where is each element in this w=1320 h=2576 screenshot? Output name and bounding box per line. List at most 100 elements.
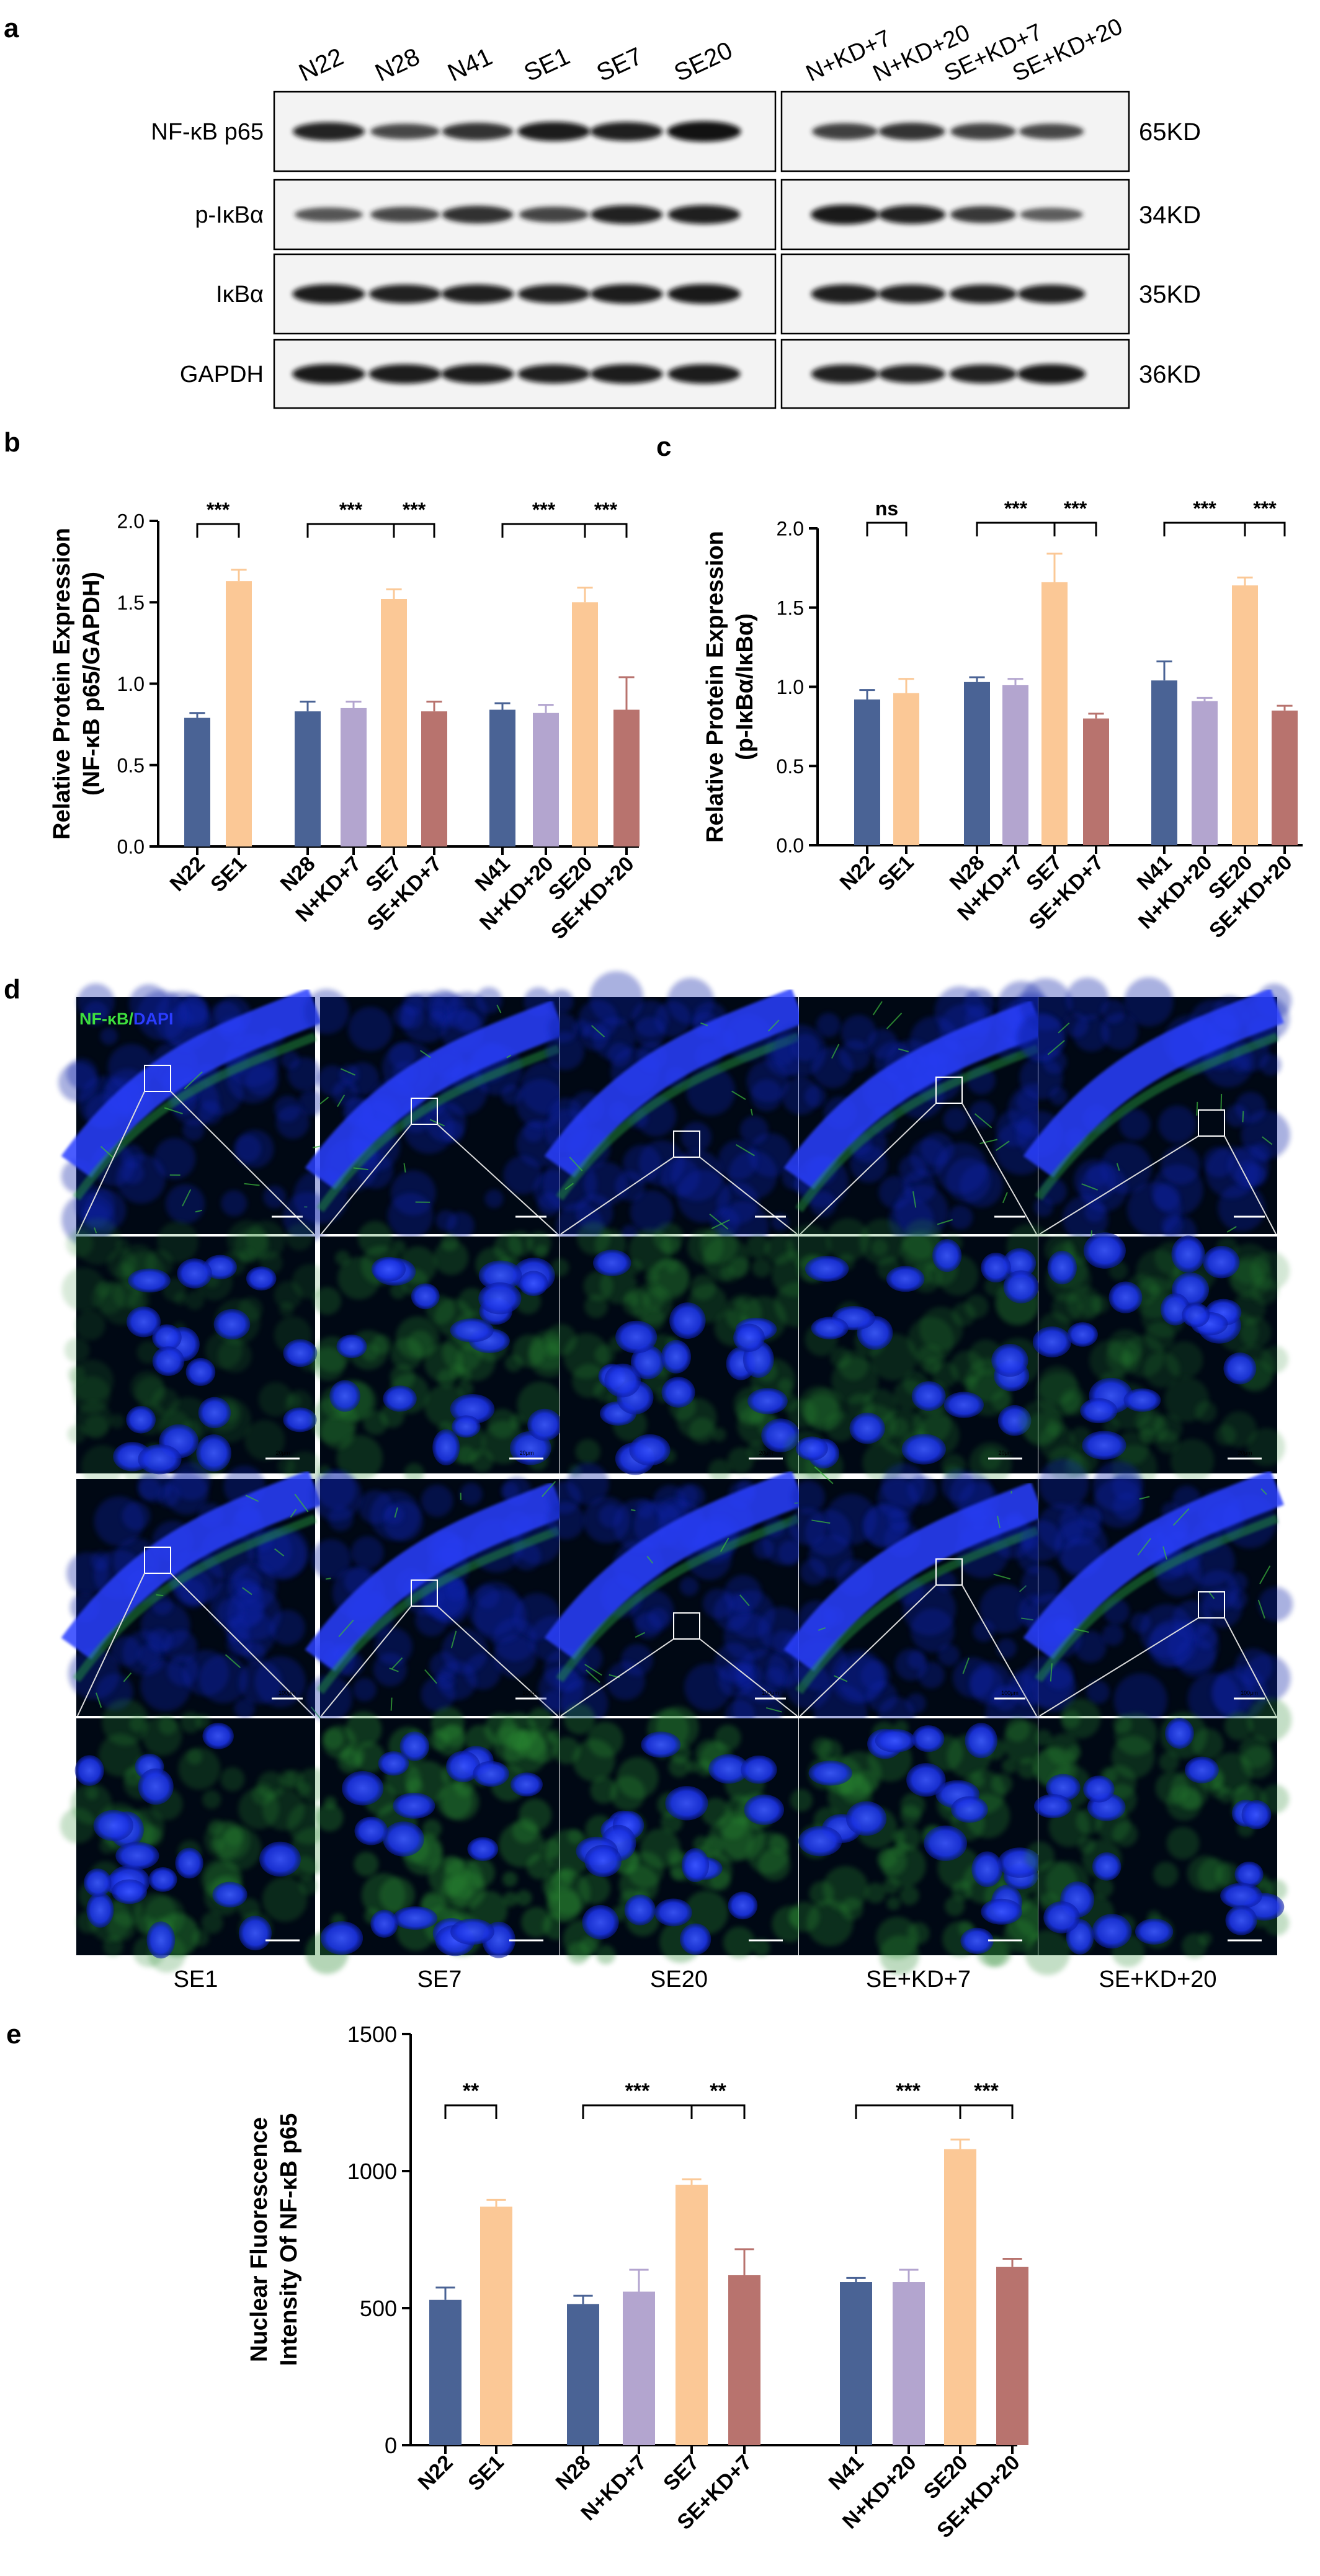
nucleus bbox=[283, 1407, 317, 1432]
x-tick-label: SE1 bbox=[206, 852, 251, 897]
nfkb-signal bbox=[752, 1939, 770, 1956]
blot-band bbox=[590, 284, 663, 304]
blot-band bbox=[590, 364, 663, 384]
micrograph-tile bbox=[542, 971, 808, 1252]
nfkb-signal bbox=[640, 1828, 680, 1868]
nucleus bbox=[86, 1892, 114, 1928]
nucleus bbox=[584, 1844, 622, 1877]
y-tick-label: 1500 bbox=[347, 2022, 397, 2047]
nucleus bbox=[1182, 1302, 1210, 1328]
vessel bbox=[569, 1157, 583, 1171]
blot-band bbox=[517, 122, 591, 141]
zoom-line bbox=[699, 1638, 798, 1717]
significance-label: *** bbox=[625, 2079, 650, 2103]
nfkb-layer bbox=[1035, 1514, 1279, 1682]
nfkb-signal bbox=[769, 1834, 789, 1854]
nfkb-signal bbox=[551, 1258, 569, 1277]
bar bbox=[429, 2299, 462, 2445]
nucleus bbox=[148, 1867, 177, 1892]
blot-band bbox=[667, 205, 741, 224]
protein-labels: NF-κB p65 p-IκBα IκBα GAPDH bbox=[151, 119, 264, 388]
blot-band bbox=[811, 205, 879, 224]
tissue-blob bbox=[435, 1210, 457, 1231]
vessel bbox=[164, 1107, 183, 1114]
bar bbox=[295, 711, 321, 846]
nfkb-signal bbox=[900, 1805, 921, 1826]
vessel bbox=[731, 1090, 746, 1100]
vessel bbox=[1226, 1226, 1237, 1233]
nfkb-signal bbox=[323, 1728, 344, 1749]
tissue-blob bbox=[68, 1648, 120, 1700]
nucleus bbox=[901, 1434, 946, 1465]
bar bbox=[728, 2275, 760, 2445]
bar bbox=[996, 2267, 1028, 2445]
nucleus bbox=[741, 1755, 777, 1784]
tissue-blob bbox=[84, 1001, 109, 1026]
vessel bbox=[720, 1537, 729, 1552]
nfkb-signal bbox=[73, 1376, 110, 1414]
nfkb-signal bbox=[1240, 1317, 1272, 1348]
zoom-line bbox=[560, 1157, 674, 1235]
nfkb-signal bbox=[965, 1294, 989, 1319]
nfkb-signal bbox=[238, 1898, 261, 1920]
nucleus bbox=[960, 1927, 994, 1954]
nucleus bbox=[805, 1256, 849, 1282]
vessel bbox=[96, 1692, 102, 1708]
nfkb-signal bbox=[790, 1788, 813, 1812]
nucleus bbox=[450, 1918, 494, 1945]
nfkb-signal bbox=[1261, 1346, 1288, 1374]
tissue-blob bbox=[1086, 1681, 1110, 1704]
cell-layer bbox=[544, 988, 805, 1178]
protein-label: IκBα bbox=[216, 282, 264, 308]
panel-letter-d: d bbox=[4, 974, 20, 1005]
tissue-blob bbox=[898, 1155, 927, 1183]
nucleus bbox=[519, 1271, 548, 1297]
blot-band bbox=[667, 121, 741, 142]
tissue-blob bbox=[863, 1503, 909, 1548]
tissue-blob bbox=[393, 1005, 416, 1028]
nfkb-signal bbox=[886, 1896, 901, 1911]
blot-band bbox=[590, 122, 663, 141]
bar-chart-e: 0 500 1000 1500 Nuclear Fluorescence Intensit… bbox=[246, 2022, 1028, 2543]
blot-band bbox=[441, 364, 514, 384]
nucleus bbox=[1171, 1235, 1205, 1273]
blot-band bbox=[812, 123, 878, 140]
cell-layer bbox=[1023, 988, 1284, 1178]
tissue-blob bbox=[789, 1508, 827, 1545]
significance-label: ** bbox=[710, 2079, 726, 2103]
nucleus bbox=[152, 1324, 182, 1351]
scale-bar-label: 20μm bbox=[759, 1450, 774, 1456]
bar bbox=[226, 581, 252, 846]
nfkb-signal bbox=[440, 1233, 459, 1251]
nucleus bbox=[971, 1851, 1003, 1888]
scale-bar-label: 100μm bbox=[1241, 1690, 1258, 1696]
nucleus bbox=[1067, 1322, 1098, 1347]
tissue-blob bbox=[718, 1140, 758, 1180]
nfkb-signal bbox=[61, 1267, 106, 1312]
blot-band bbox=[370, 207, 440, 223]
nfkb-signal bbox=[1144, 1351, 1180, 1388]
nfkb-signal bbox=[354, 1852, 379, 1876]
tissue-blob bbox=[421, 1485, 453, 1517]
nucleus bbox=[681, 1848, 710, 1883]
tissue-blob bbox=[1101, 999, 1126, 1024]
vessel bbox=[195, 1209, 202, 1213]
nfkb-signal bbox=[428, 1856, 468, 1896]
y-axis-label: Nuclear Fluorescence bbox=[246, 2117, 272, 2362]
nfkb-signal bbox=[346, 1711, 382, 1748]
tissue-blob bbox=[800, 1558, 827, 1586]
scale-bar-label: 100μm bbox=[279, 1690, 296, 1696]
vessel bbox=[242, 1587, 252, 1596]
vessel bbox=[294, 1493, 309, 1512]
blot-band bbox=[1019, 123, 1084, 140]
nfkb-signal bbox=[185, 1290, 205, 1310]
tissue-blob bbox=[129, 984, 169, 1024]
blot-band bbox=[368, 364, 442, 384]
scale-bar-label: 100μm bbox=[522, 1690, 540, 1696]
tissue-blob bbox=[739, 1116, 769, 1145]
zoom-box bbox=[935, 1558, 963, 1586]
blot-band bbox=[292, 284, 365, 304]
tissue-blob bbox=[351, 1536, 384, 1569]
blot-band bbox=[950, 206, 1017, 223]
nucleus bbox=[432, 1429, 460, 1466]
